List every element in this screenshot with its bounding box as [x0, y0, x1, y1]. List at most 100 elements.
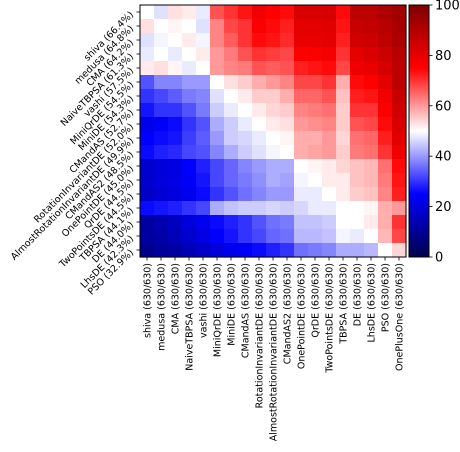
- x-tick-label: QrDE (630/630): [311, 263, 322, 338]
- heatmap-cell: [224, 131, 239, 146]
- heatmap-cell: [140, 131, 155, 146]
- heatmap-cell: [210, 201, 225, 216]
- heatmap-cell: [182, 47, 197, 62]
- x-tick-label: OnePointDE (630/630): [297, 263, 308, 369]
- heatmap-cell: [294, 33, 309, 48]
- heatmap-cell: [252, 145, 267, 160]
- heatmap-cell: [168, 131, 183, 146]
- heatmap-cell: [308, 145, 323, 160]
- heatmap-cell: [266, 131, 281, 146]
- heatmap-cell: [224, 173, 239, 188]
- heatmap-cell: [322, 103, 337, 118]
- heatmap-cell: [350, 229, 365, 244]
- heatmap-cell: [210, 47, 225, 62]
- heatmap-cell: [140, 243, 155, 258]
- heatmap-cell: [294, 103, 309, 118]
- heatmap-cell: [336, 145, 351, 160]
- heatmap-cell: [182, 173, 197, 188]
- heatmap-cell: [308, 159, 323, 174]
- heatmap-cell: [294, 173, 309, 188]
- heatmap-cell: [280, 243, 295, 258]
- heatmap-cell: [140, 159, 155, 174]
- heatmap-cell: [280, 33, 295, 48]
- heatmap-cell: [252, 201, 267, 216]
- heatmap-cell: [308, 103, 323, 118]
- heatmap-cell: [238, 243, 253, 258]
- heatmap-cell: [266, 33, 281, 48]
- heatmap-cell: [294, 229, 309, 244]
- heatmap-cell: [322, 19, 337, 34]
- heatmap-cell: [154, 173, 169, 188]
- heatmap-cell: [210, 103, 225, 118]
- heatmap-cell: [182, 243, 197, 258]
- heatmap-cell: [238, 33, 253, 48]
- heatmap-cell: [350, 243, 365, 258]
- heatmap-cell: [154, 61, 169, 76]
- heatmap-cell: [168, 229, 183, 244]
- heatmap-cell: [336, 173, 351, 188]
- heatmap-cell: [364, 243, 379, 258]
- heatmap-cell: [196, 173, 211, 188]
- heatmap-cell: [140, 229, 155, 244]
- heatmap-cell: [392, 5, 407, 20]
- colorbar-tick-label: 100: [435, 0, 460, 14]
- heatmap-cell: [238, 61, 253, 76]
- heatmap-cell: [280, 5, 295, 20]
- heatmap-cell: [182, 75, 197, 90]
- heatmap-cell: [238, 47, 253, 62]
- heatmap-cell: [294, 89, 309, 104]
- heatmap-cell: [182, 5, 197, 20]
- heatmap-cell: [168, 243, 183, 258]
- heatmap-cell: [392, 131, 407, 146]
- heatmap-cell: [238, 145, 253, 160]
- heatmap-cell: [378, 173, 393, 188]
- heatmap-cell: [322, 61, 337, 76]
- heatmap-cell: [196, 61, 211, 76]
- x-tick-label: MiniQrDE (630/630): [213, 263, 224, 357]
- heatmap-cell: [168, 215, 183, 230]
- heatmap-cell: [364, 215, 379, 230]
- heatmap-cell: [238, 215, 253, 230]
- heatmap-cell: [350, 131, 365, 146]
- heatmap-cell: [322, 215, 337, 230]
- heatmap-cell: [224, 243, 239, 258]
- heatmap-cell: [392, 33, 407, 48]
- heatmap-cell: [252, 215, 267, 230]
- heatmap-cell: [322, 173, 337, 188]
- x-tick-label: DE (630/630): [353, 263, 364, 326]
- heatmap-cell: [168, 173, 183, 188]
- heatmap-cell: [308, 229, 323, 244]
- heatmap-cell: [168, 201, 183, 216]
- heatmap-cell: [266, 89, 281, 104]
- heatmap-cell: [322, 229, 337, 244]
- heatmap-cell: [210, 117, 225, 132]
- heatmap-cell: [210, 187, 225, 202]
- heatmap-cells: [140, 5, 407, 258]
- heatmap-cell: [378, 117, 393, 132]
- heatmap-cell: [322, 117, 337, 132]
- heatmap-cell: [196, 243, 211, 258]
- heatmap-cell: [378, 131, 393, 146]
- heatmap-cell: [308, 75, 323, 90]
- heatmap-cell: [392, 103, 407, 118]
- x-tick-label: CMandAS (630/630): [241, 263, 252, 358]
- heatmap-cell: [224, 19, 239, 34]
- heatmap-cell: [210, 229, 225, 244]
- heatmap-cell: [280, 215, 295, 230]
- heatmap-cell: [392, 187, 407, 202]
- heatmap-cell: [168, 5, 183, 20]
- heatmap-cell: [336, 19, 351, 34]
- heatmap-cell: [322, 131, 337, 146]
- heatmap-cell: [392, 117, 407, 132]
- heatmap-cell: [168, 145, 183, 160]
- heatmap-cell: [224, 187, 239, 202]
- heatmap-cell: [350, 173, 365, 188]
- heatmap-cell: [266, 61, 281, 76]
- heatmap-cell: [378, 5, 393, 20]
- heatmap-cell: [182, 103, 197, 118]
- heatmap-cell: [308, 47, 323, 62]
- heatmap-cell: [252, 89, 267, 104]
- x-tick-label: RotationInvariantDE (630/630): [255, 263, 266, 408]
- heatmap-cell: [308, 117, 323, 132]
- heatmap-cell: [322, 201, 337, 216]
